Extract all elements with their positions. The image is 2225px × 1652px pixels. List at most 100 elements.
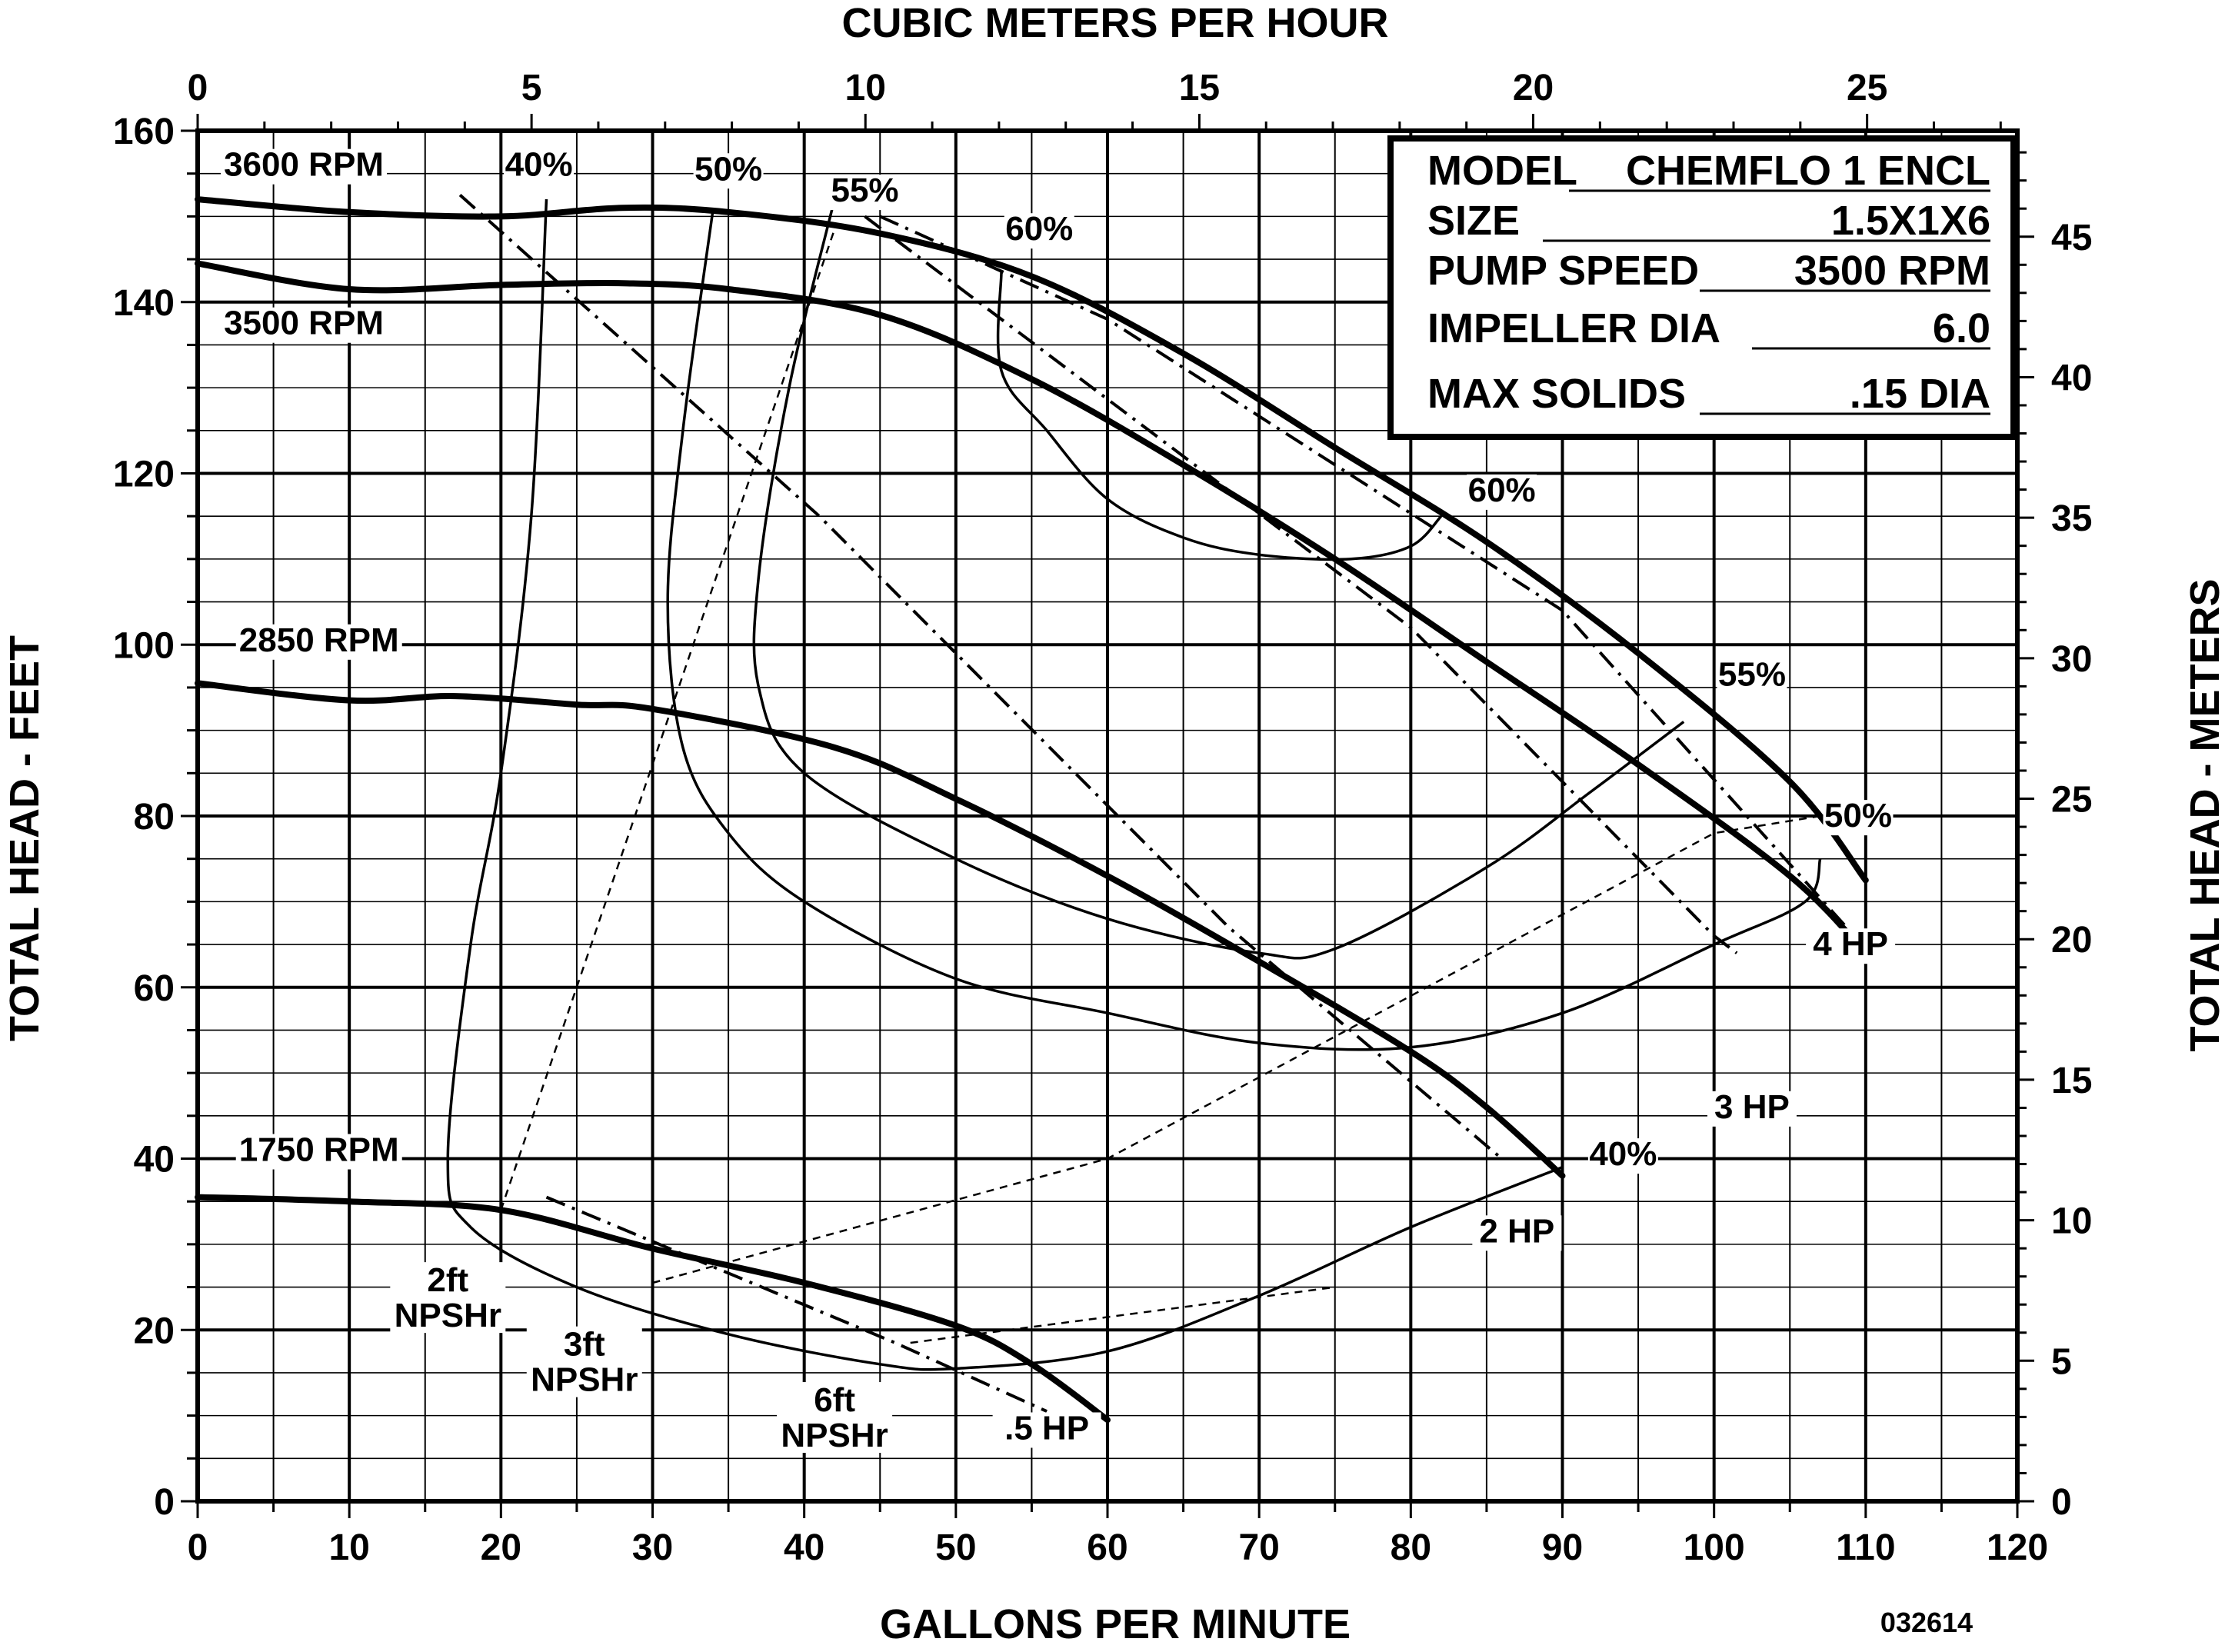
efficiency-label-end-50-bg xyxy=(1823,800,1894,836)
y2-tick-label: 20 xyxy=(2051,920,2092,961)
info-label-model: MODEL xyxy=(1427,148,1577,194)
npshr-label-bg xyxy=(390,1262,506,1334)
y-tick-label: 40 xyxy=(134,1140,175,1181)
efficiency-label-end-60: 60% xyxy=(1467,471,1537,510)
x-tick-label: 100 xyxy=(1684,1527,1745,1568)
info-label-pump-speed: PUMP SPEED xyxy=(1427,248,1699,294)
efficiency-label-end-40: 40% xyxy=(1587,1135,1658,1174)
head-curve-3500-rpm xyxy=(195,260,1869,957)
power-label-2-hp: 2 HP xyxy=(1472,1212,1562,1251)
y2-tick-label: 45 xyxy=(2051,218,2092,258)
power-label-4-hp-bg xyxy=(1806,928,1896,964)
efficiency-label-end-40-text: 40% xyxy=(1589,1135,1657,1173)
efficiency-label-60-text: 60% xyxy=(1005,210,1073,248)
power-line-3-hp xyxy=(864,215,1738,954)
efficiency-curve-50 xyxy=(666,207,1822,1051)
npshr-label-bg xyxy=(526,1326,642,1397)
x2-tick-label: 15 xyxy=(1179,68,1220,108)
info-value-model: CHEMFLO 1 ENCL xyxy=(1626,148,1990,194)
efficiency-label-end-55-bg xyxy=(1717,658,1787,694)
y2-tick-label: 40 xyxy=(2051,358,2092,398)
x-tick-label: 60 xyxy=(1087,1527,1127,1568)
x2-tick-label: 20 xyxy=(1513,68,1554,108)
efficiency-label-60: 60% xyxy=(1004,210,1074,249)
y2-tick-label: 0 xyxy=(2051,1482,2072,1523)
power-label-3-hp: 3 HP xyxy=(1707,1088,1797,1127)
curves-layer xyxy=(195,194,1869,1424)
y-tick-label: 80 xyxy=(134,797,175,838)
power-label-4-hp-text: 4 HP xyxy=(1813,925,1888,963)
x-tick-label: 80 xyxy=(1391,1527,1431,1568)
y-tick-label: 100 xyxy=(113,625,175,666)
npshr-label-line: 2ft xyxy=(427,1261,468,1299)
head-curve-1750-rpm xyxy=(195,1194,1111,1424)
x-tick-label: 20 xyxy=(481,1527,521,1568)
y-tick-label: 140 xyxy=(113,283,175,324)
power-label-3-hp-bg xyxy=(1707,1091,1797,1127)
npshr-line-6ft-npshr xyxy=(910,1286,1335,1344)
efficiency-label-end-60-bg xyxy=(1467,474,1537,510)
y-axis-title: TOTAL HEAD - FEET xyxy=(2,635,48,1041)
y-tick-label: 0 xyxy=(154,1482,175,1523)
efficiency-label-end-40-bg xyxy=(1587,1138,1658,1174)
x2-tick-label: 5 xyxy=(521,68,542,108)
x-axis-title: GALLONS PER MINUTE xyxy=(880,1601,1351,1647)
npshr-label-line: 3ft xyxy=(564,1326,605,1364)
npshr-label-line: NPSHr xyxy=(531,1361,638,1399)
info-label-size: SIZE xyxy=(1427,198,1520,244)
efficiency-label-end-50-text: 50% xyxy=(1824,797,1892,834)
head-label-2850-rpm-bg xyxy=(235,624,402,660)
x-tick-label: 90 xyxy=(1542,1527,1583,1568)
head-curve-3600-rpm xyxy=(195,196,1869,884)
head-curve-2850-rpm xyxy=(195,680,1566,1179)
power-label-2-hp-bg xyxy=(1472,1215,1562,1251)
info-value-pump-speed: 3500 RPM xyxy=(1794,248,1990,294)
power-line-4-hp xyxy=(879,215,1867,950)
efficiency-label-55-text: 55% xyxy=(831,172,898,209)
y2-tick-label: 15 xyxy=(2051,1061,2092,1101)
x-tick-label: 120 xyxy=(1987,1527,2048,1568)
power-label-3-hp-text: 3 HP xyxy=(1714,1088,1790,1126)
efficiency-label-50-bg xyxy=(693,153,764,189)
efficiency-label-40-bg xyxy=(504,148,575,185)
x2-axis-title: CUBIC METERS PER HOUR xyxy=(841,0,1388,46)
efficiency-label-50: 50% xyxy=(693,150,764,189)
x2-tick-label: 0 xyxy=(188,68,208,108)
tick-labels: 0 10 20 30 40 50 60 70 80 90 100 110 120020406080100… xyxy=(113,68,2092,1568)
y2-tick-label: 5 xyxy=(2051,1341,2072,1382)
power-label-2-hp-text: 2 HP xyxy=(1479,1212,1554,1250)
info-box-border xyxy=(1387,135,2017,440)
figure-code: 032614 xyxy=(1880,1607,1973,1638)
power-line-2-hp xyxy=(458,194,1503,1161)
x-tick-label: 40 xyxy=(784,1527,824,1568)
info-label-max-solids: MAX SOLIDS xyxy=(1427,371,1686,417)
power-line-5-hp xyxy=(545,1195,1048,1413)
head-label-3600-rpm-text: 3600 RPM xyxy=(224,146,384,184)
efficiency-label-end-60-text: 60% xyxy=(1468,471,1536,509)
head-label-3500-rpm-bg xyxy=(221,307,388,343)
head-label-2850-rpm-text: 2850 RPM xyxy=(239,621,399,659)
efficiency-label-40-text: 40% xyxy=(505,146,573,184)
npshr-line-2ft-npshr xyxy=(500,228,836,1211)
head-label-1750-rpm: 1750 RPM xyxy=(235,1131,402,1170)
x-tick-label: 30 xyxy=(632,1527,673,1568)
efficiency-label-55: 55% xyxy=(830,172,901,211)
efficiency-curve-40 xyxy=(446,199,1564,1371)
efficiency-label-end-55: 55% xyxy=(1717,655,1787,694)
curve-labels: 3600 RPM 3500 RPM 2850 RPM 1750 RPM .5 HP 2 H… xyxy=(221,146,1896,1454)
plot-frame xyxy=(181,114,2034,1518)
y-tick-label: 20 xyxy=(134,1311,175,1351)
npshr-label-bg xyxy=(777,1382,893,1454)
efficiency-label-end-55-text: 55% xyxy=(1718,655,1786,693)
y2-tick-label: 25 xyxy=(2051,780,2092,821)
x-tick-label: 0 xyxy=(188,1527,208,1568)
info-value-max-solids: .15 DIA xyxy=(1850,371,1990,417)
npshr-label-line: NPSHr xyxy=(781,1417,888,1454)
efficiency-curve-55 xyxy=(752,198,1685,960)
efficiency-label-55-bg xyxy=(830,175,901,211)
power-label-5-hp-text: .5 HP xyxy=(1004,1409,1089,1447)
x-tick-label: 110 xyxy=(1836,1527,1895,1568)
efficiency-label-40: 40% xyxy=(504,146,575,185)
